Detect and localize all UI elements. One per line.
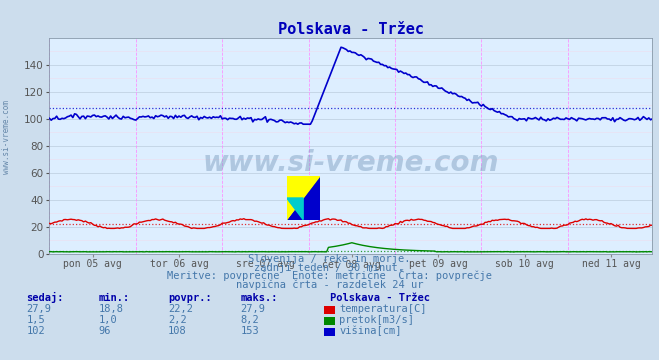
Text: navpična črta - razdelek 24 ur: navpična črta - razdelek 24 ur [236, 279, 423, 290]
Text: sedaj:: sedaj: [26, 292, 64, 303]
Text: povpr.:: povpr.: [168, 293, 212, 303]
Text: višina[cm]: višina[cm] [339, 325, 402, 336]
Text: zadnji teden / 30 minut.: zadnji teden / 30 minut. [254, 263, 405, 273]
Text: pretok[m3/s]: pretok[m3/s] [339, 315, 415, 325]
Text: Polskava - Tržec: Polskava - Tržec [330, 293, 430, 303]
Text: 18,8: 18,8 [99, 304, 124, 314]
Text: Meritve: povprečne  Enote: metrične  Črta: povprečje: Meritve: povprečne Enote: metrične Črta:… [167, 269, 492, 282]
Text: maks.:: maks.: [241, 293, 278, 303]
Text: 2,2: 2,2 [168, 315, 186, 325]
Text: Slovenija / reke in morje.: Slovenija / reke in morje. [248, 254, 411, 264]
Text: 27,9: 27,9 [241, 304, 266, 314]
Text: 96: 96 [99, 326, 111, 336]
Text: 8,2: 8,2 [241, 315, 259, 325]
Text: 22,2: 22,2 [168, 304, 193, 314]
Polygon shape [287, 176, 320, 220]
Text: min.:: min.: [99, 293, 130, 303]
Text: www.si-vreme.com: www.si-vreme.com [2, 100, 11, 174]
Text: 108: 108 [168, 326, 186, 336]
Text: 1,5: 1,5 [26, 315, 45, 325]
Text: temperatura[C]: temperatura[C] [339, 304, 427, 314]
Polygon shape [287, 198, 303, 220]
Polygon shape [287, 176, 320, 220]
Text: 153: 153 [241, 326, 259, 336]
Text: www.si-vreme.com: www.si-vreme.com [203, 149, 499, 177]
Text: 102: 102 [26, 326, 45, 336]
Text: 1,0: 1,0 [99, 315, 117, 325]
Title: Polskava - Tržec: Polskava - Tržec [278, 22, 424, 37]
Text: 27,9: 27,9 [26, 304, 51, 314]
